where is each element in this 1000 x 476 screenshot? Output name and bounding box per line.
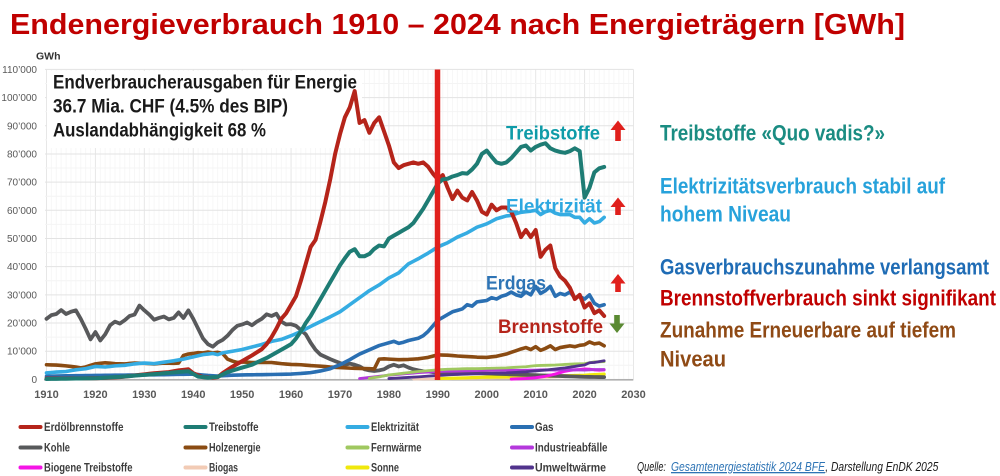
svg-text:1940: 1940 — [181, 389, 205, 401]
svg-text:Elektrizität: Elektrizität — [506, 196, 602, 218]
svg-text:Quelle:: Quelle: — [637, 459, 669, 474]
svg-text:30’000: 30’000 — [7, 290, 37, 301]
svg-text:Biogas: Biogas — [209, 463, 238, 475]
svg-text:Gas: Gas — [535, 422, 554, 434]
svg-text:Auslandabhängigkeit 68 %: Auslandabhängigkeit 68 % — [53, 121, 266, 142]
svg-text:Treibstoffe «Quo vadis?»: Treibstoffe «Quo vadis?» — [660, 121, 885, 146]
svg-text:80’000: 80’000 — [7, 149, 37, 160]
svg-text:60’000: 60’000 — [7, 206, 37, 217]
svg-text:Biogene Treibstoffe: Biogene Treibstoffe — [44, 463, 133, 475]
svg-text:Gasverbrauchszunahme verlangsa: Gasverbrauchszunahme verlangsamt — [660, 255, 990, 280]
svg-text:Gesamtenergiestatistik 2024 BF: Gesamtenergiestatistik 2024 BFE — [671, 459, 825, 474]
svg-text:Fernwärme: Fernwärme — [371, 443, 422, 455]
svg-text:Brennstoffe: Brennstoffe — [498, 316, 603, 338]
svg-text:Elektrizitätsverbrauch stabil: Elektrizitätsverbrauch stabil auf — [660, 174, 946, 199]
svg-text:50’000: 50’000 — [7, 234, 37, 245]
svg-text:1980: 1980 — [377, 389, 401, 401]
svg-text:Zunahme Erneuerbare auf tiefem: Zunahme Erneuerbare auf tiefem — [660, 318, 956, 343]
svg-text:1990: 1990 — [426, 389, 450, 401]
svg-text:70’000: 70’000 — [7, 178, 37, 189]
svg-text:100’000: 100’000 — [1, 93, 37, 104]
svg-text:Sonne: Sonne — [371, 463, 399, 475]
svg-text:Holzenergie: Holzenergie — [209, 443, 261, 455]
svg-text:Endverbraucherausgaben für Ene: Endverbraucherausgaben für Energie — [53, 73, 357, 94]
svg-text:1910: 1910 — [34, 389, 58, 401]
svg-text:Erdgas: Erdgas — [486, 273, 546, 295]
svg-text:Endenergieverbrauch 1910 – 202: Endenergieverbrauch 1910 – 2024 nach Ene… — [10, 9, 905, 41]
svg-text:Niveau: Niveau — [660, 347, 726, 372]
svg-text:1960: 1960 — [279, 389, 303, 401]
svg-text:1950: 1950 — [230, 389, 254, 401]
svg-text:2020: 2020 — [572, 389, 596, 401]
svg-text:2030: 2030 — [621, 389, 645, 401]
svg-text:Kohle: Kohle — [44, 443, 70, 455]
svg-text:, Darstellung EnDK 2025: , Darstellung EnDK 2025 — [825, 459, 939, 474]
svg-text:GWh: GWh — [36, 51, 61, 63]
svg-text:20’000: 20’000 — [7, 319, 37, 330]
svg-text:Erdölbrennstoffe: Erdölbrennstoffe — [44, 422, 124, 434]
svg-text:Brennstoffverbrauch sinkt sign: Brennstoffverbrauch sinkt signifikant — [660, 286, 997, 311]
svg-text:2010: 2010 — [523, 389, 547, 401]
svg-text:Elektrizität: Elektrizität — [371, 422, 419, 434]
svg-text:1920: 1920 — [83, 389, 107, 401]
svg-text:36.7 Mia. CHF (4.5% des BIP): 36.7 Mia. CHF (4.5% des BIP) — [53, 97, 288, 118]
svg-text:1970: 1970 — [328, 389, 352, 401]
svg-text:Umweltwärme: Umweltwärme — [535, 463, 606, 475]
svg-text:Treibstoffe: Treibstoffe — [506, 123, 600, 145]
svg-text:2000: 2000 — [475, 389, 499, 401]
svg-text:1930: 1930 — [132, 389, 156, 401]
svg-text:10’000: 10’000 — [7, 347, 37, 358]
svg-text:hohem Niveau: hohem Niveau — [660, 202, 791, 227]
svg-text:40’000: 40’000 — [7, 262, 37, 273]
svg-text:0: 0 — [31, 375, 37, 386]
svg-text:110’000: 110’000 — [2, 65, 37, 76]
svg-text:Industrieabfälle: Industrieabfälle — [535, 443, 608, 455]
svg-text:90’000: 90’000 — [7, 121, 37, 132]
svg-text:Treibstoffe: Treibstoffe — [209, 422, 259, 434]
